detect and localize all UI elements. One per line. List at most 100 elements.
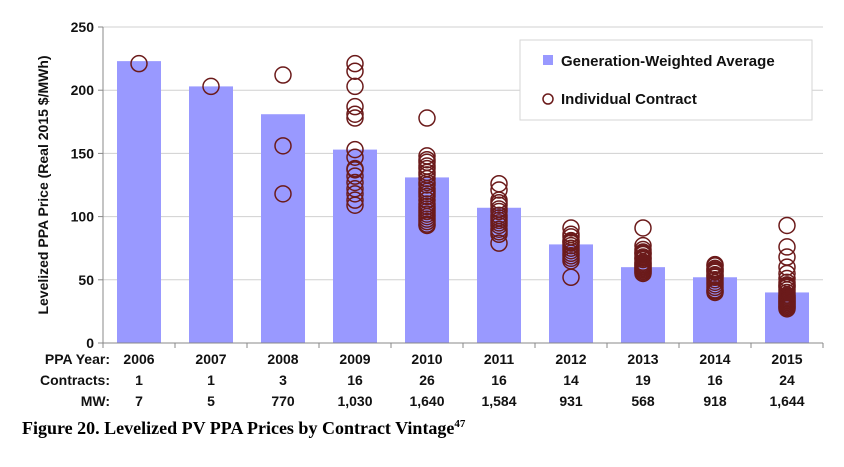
legend-bar-swatch [543, 55, 553, 65]
mw-value: 1,030 [337, 393, 372, 409]
mw-value: 7 [135, 393, 143, 409]
chart-svg: 0 50 100 150 200 250 Levelized PPA Price (Rea… [35, 19, 824, 409]
contract-point-2011 [490, 202, 508, 221]
legend-box [519, 39, 813, 121]
contract-point-2009 [346, 77, 364, 96]
contract-point-2015 [778, 216, 796, 235]
contracts-value: 24 [779, 372, 795, 388]
caption-text: Figure 20. Levelized PV PPA Prices by Co… [22, 418, 455, 438]
contract-point-2010 [418, 109, 436, 127]
x-tick-label: 2013 [627, 351, 658, 367]
y-tick-label: 50 [78, 272, 94, 288]
contract-point-2011 [490, 193, 508, 212]
y-tick-label: 0 [86, 335, 94, 351]
mw-value: 568 [631, 393, 655, 409]
caption-footnote: 47 [454, 418, 466, 430]
contracts-value: 16 [707, 372, 723, 388]
contracts-value: 19 [635, 372, 651, 388]
contract-point-2009 [346, 167, 364, 185]
x-tick-label: 2008 [267, 351, 298, 367]
legend-circle-swatch [542, 93, 554, 105]
axes: 0 50 100 150 200 250 [71, 19, 824, 351]
contract-point-2009 [346, 196, 364, 214]
contract-point-2015 [778, 300, 796, 318]
contract-point-2012 [562, 268, 580, 287]
contract-point-2007 [202, 77, 220, 96]
bar-2009 [333, 149, 377, 343]
contract-point-2009 [346, 140, 364, 159]
contracts-value: 16 [347, 372, 363, 388]
y-tick-label: 200 [71, 82, 95, 98]
contract-point-2013 [634, 249, 652, 268]
contract-point-2010 [418, 163, 436, 182]
contract-point-2008 [274, 137, 292, 155]
bar-2008 [261, 114, 305, 343]
mw-value: 918 [703, 393, 727, 409]
contracts-value: 26 [419, 372, 435, 388]
bar-2006 [117, 61, 161, 344]
contract-point-2013 [634, 264, 652, 283]
contract-point-2015 [778, 248, 796, 266]
contract-point-2006 [130, 54, 148, 73]
contract-point-2009 [346, 173, 364, 192]
mw-value: 931 [559, 393, 583, 409]
contracts-value: 3 [279, 372, 287, 388]
mw-value: 1,640 [409, 393, 444, 409]
contract-point-2010 [418, 169, 436, 188]
contract-point-2013 [634, 219, 652, 237]
contract-point-2015 [778, 238, 796, 256]
contract-point-2009 [346, 159, 364, 178]
x-tick-label: 2012 [555, 351, 586, 367]
bars [117, 61, 809, 344]
contract-point-2011 [490, 234, 508, 252]
table-row-label: MW: [81, 393, 110, 409]
contract-point-2010 [418, 176, 436, 194]
contract-point-2014 [706, 267, 724, 285]
contract-point-2015 [778, 277, 796, 295]
y-tick-label: 250 [71, 19, 95, 35]
contract-point-2012 [562, 233, 580, 251]
legend: Generation-Weighted Average Individual C… [519, 39, 813, 121]
x-tick-label: 2009 [339, 351, 370, 367]
contracts-value: 14 [563, 372, 579, 388]
contract-point-2009 [346, 105, 364, 123]
x-tick-label: 2007 [195, 351, 226, 367]
contract-point-2009 [346, 54, 364, 73]
x-tick-label: 2006 [123, 351, 154, 367]
contract-point-2009 [346, 185, 364, 203]
contract-point-2009 [346, 109, 364, 127]
x-tick-label: 2015 [771, 351, 802, 367]
table-row-label: PPA Year: [45, 351, 110, 367]
contracts-value: 1 [135, 372, 143, 388]
contract-point-2011 [490, 181, 508, 199]
figure-caption: Figure 20. Levelized PV PPA Prices by Co… [22, 418, 465, 439]
table-row-label: Contracts: [40, 372, 110, 388]
contracts-value: 16 [491, 372, 507, 388]
contract-point-2009 [346, 62, 364, 80]
contract-point-2008 [274, 66, 292, 84]
x-tick-label: 2011 [484, 351, 515, 367]
mw-value: 1,584 [481, 393, 516, 409]
legend-label-average: Generation-Weighted Average [561, 53, 775, 70]
data-table: PPA Year: Contracts: MW: 2006 2007 2008 2009 20… [40, 351, 805, 409]
contract-point-2008 [274, 185, 292, 203]
contract-point-2015 [778, 258, 796, 276]
contract-point-2010 [418, 216, 436, 235]
y-axis-title: Levelized PPA Price (Real 2015 $/MWh) [35, 55, 51, 314]
x-tick-label: 2010 [411, 351, 442, 367]
bar-2007 [189, 86, 233, 344]
mw-value: 5 [207, 393, 215, 409]
contract-point-2009 [346, 97, 364, 116]
contract-point-2009 [346, 191, 364, 209]
contract-point-2010 [418, 157, 436, 175]
contract-point-2011 [490, 216, 508, 235]
contract-points [130, 54, 796, 318]
mw-value: 770 [271, 393, 295, 409]
contract-point-2010 [418, 187, 436, 206]
x-tick-label: 2014 [699, 351, 730, 367]
contract-point-2011 [490, 225, 508, 244]
contract-point-2009 [346, 148, 364, 166]
contract-point-2012 [562, 219, 580, 237]
y-tick-label: 150 [71, 145, 95, 161]
mw-value: 1,644 [769, 393, 804, 409]
